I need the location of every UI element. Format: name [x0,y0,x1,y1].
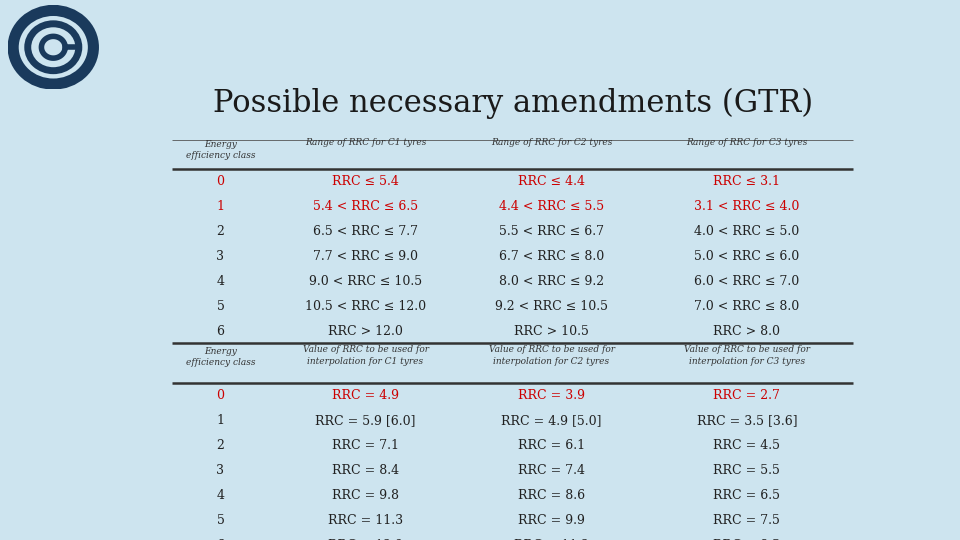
Text: 5.0 < RRC ≤ 6.0: 5.0 < RRC ≤ 6.0 [694,250,800,263]
Text: 4.0 < RRC ≤ 5.0: 4.0 < RRC ≤ 5.0 [694,225,800,238]
Text: 4.4 < RRC ≤ 5.5: 4.4 < RRC ≤ 5.5 [499,200,604,213]
Text: RRC = 9.9: RRC = 9.9 [518,514,585,527]
Text: 10.5 < RRC ≤ 12.0: 10.5 < RRC ≤ 12.0 [305,300,426,313]
Text: RRC = 5.9 [6.0]: RRC = 5.9 [6.0] [315,414,416,427]
Text: 9.2 < RRC ≤ 10.5: 9.2 < RRC ≤ 10.5 [495,300,608,313]
Text: 3: 3 [216,250,225,263]
Text: 0: 0 [216,389,225,402]
Text: RRC = 6.1: RRC = 6.1 [518,439,585,453]
Text: 6: 6 [216,539,225,540]
Text: Range of RRC for C3 tyres: Range of RRC for C3 tyres [686,138,807,146]
Text: RRC > 12.0: RRC > 12.0 [328,325,403,338]
Text: RRC = 11.3: RRC = 11.3 [328,514,403,527]
Text: 2: 2 [217,439,225,453]
Text: RRC ≤ 3.1: RRC ≤ 3.1 [713,175,780,188]
Text: RRC = 4.5: RRC = 4.5 [713,439,780,453]
Text: RRC > 10.5: RRC > 10.5 [515,325,588,338]
Text: RRC = 5.5: RRC = 5.5 [713,464,780,477]
Text: 6.7 < RRC ≤ 8.0: 6.7 < RRC ≤ 8.0 [499,250,604,263]
Text: RRC = 2.7: RRC = 2.7 [713,389,780,402]
Text: 4: 4 [216,275,225,288]
Text: RRC = 3.9: RRC = 3.9 [518,389,585,402]
Text: Value of RRC to be used for
interpolation for C1 tyres: Value of RRC to be used for interpolatio… [302,346,428,366]
Text: Value of RRC to be used for
interpolation for C2 tyres: Value of RRC to be used for interpolatio… [489,346,614,366]
Text: 6: 6 [216,325,225,338]
Text: Range of RRC for C1 tyres: Range of RRC for C1 tyres [305,138,426,146]
Text: 5: 5 [217,514,225,527]
Text: 3.1 < RRC ≤ 4.0: 3.1 < RRC ≤ 4.0 [694,200,800,213]
Text: 5.5 < RRC ≤ 6.7: 5.5 < RRC ≤ 6.7 [499,225,604,238]
Text: RRC = 4.9: RRC = 4.9 [332,389,399,402]
Text: Value of RRC to be used for
interpolation for C3 tyres: Value of RRC to be used for interpolatio… [684,346,810,366]
Text: 5.4 < RRC ≤ 6.5: 5.4 < RRC ≤ 6.5 [313,200,419,213]
Text: RRC ≤ 5.4: RRC ≤ 5.4 [332,175,399,188]
Text: RRC = 8.5: RRC = 8.5 [713,539,780,540]
Text: RRC > 8.0: RRC > 8.0 [713,325,780,338]
Text: 8.0 < RRC ≤ 9.2: 8.0 < RRC ≤ 9.2 [499,275,604,288]
Text: 9.0 < RRC ≤ 10.5: 9.0 < RRC ≤ 10.5 [309,275,422,288]
Text: RRC = 7.1: RRC = 7.1 [332,439,399,453]
Text: RRC = 12.9: RRC = 12.9 [328,539,403,540]
Text: Range of RRC for C2 tyres: Range of RRC for C2 tyres [491,138,612,146]
Text: RRC = 9.8: RRC = 9.8 [332,489,399,502]
Text: Possible necessary amendments (GTR): Possible necessary amendments (GTR) [213,87,813,119]
Text: 2: 2 [217,225,225,238]
Text: RRC = 8.4: RRC = 8.4 [332,464,399,477]
Text: RRC ≤ 4.4: RRC ≤ 4.4 [518,175,585,188]
Text: 1: 1 [216,414,225,427]
Text: 4: 4 [216,489,225,502]
Text: RRC = 11.2: RRC = 11.2 [514,539,589,540]
Text: Energy
efficiency class: Energy efficiency class [185,347,255,367]
Text: 7.7 < RRC ≤ 9.0: 7.7 < RRC ≤ 9.0 [313,250,418,263]
Text: Energy
efficiency class: Energy efficiency class [185,140,255,160]
Text: 6.5 < RRC ≤ 7.7: 6.5 < RRC ≤ 7.7 [313,225,418,238]
Text: RRC = 7.4: RRC = 7.4 [518,464,585,477]
Text: 5: 5 [217,300,225,313]
Text: 1: 1 [216,200,225,213]
Text: RRC = 6.5: RRC = 6.5 [713,489,780,502]
Text: 3: 3 [216,464,225,477]
Text: RRC = 3.5 [3.6]: RRC = 3.5 [3.6] [697,414,797,427]
Text: RRC = 4.9 [5.0]: RRC = 4.9 [5.0] [501,414,602,427]
Text: 0: 0 [216,175,225,188]
Text: 7.0 < RRC ≤ 8.0: 7.0 < RRC ≤ 8.0 [694,300,800,313]
Text: 6.0 < RRC ≤ 7.0: 6.0 < RRC ≤ 7.0 [694,275,800,288]
Text: RRC = 8.6: RRC = 8.6 [518,489,585,502]
Text: RRC = 7.5: RRC = 7.5 [713,514,780,527]
